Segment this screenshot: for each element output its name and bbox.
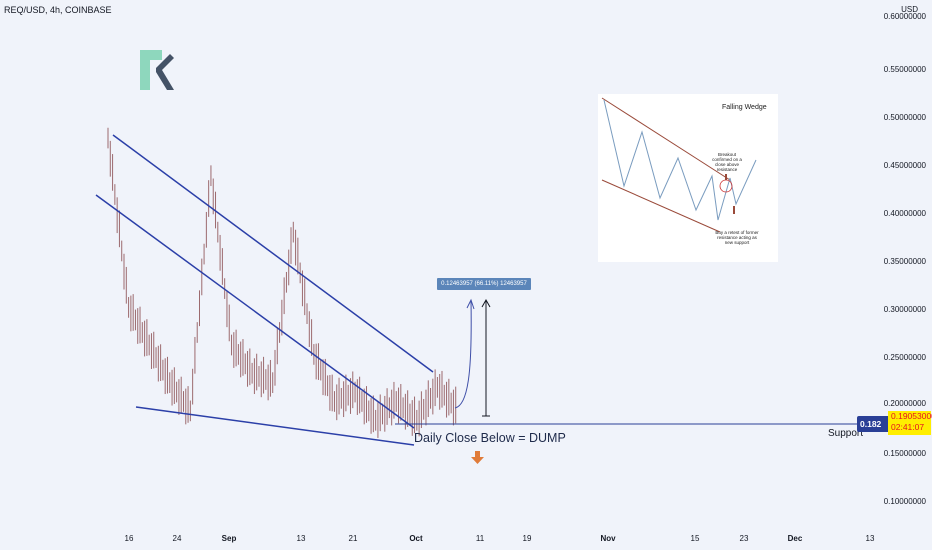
retest-note: Buy a retest of former resistance acting… <box>715 230 759 245</box>
time-tick: 19 <box>522 534 532 543</box>
price-tick: 0.35000000 <box>883 257 926 266</box>
price-tick: 0.45000000 <box>883 161 926 170</box>
wedge-lower-line <box>601 179 721 233</box>
lower-trendline[interactable] <box>135 406 415 446</box>
request-network-logo <box>140 50 174 90</box>
price-tick: 0.55000000 <box>883 65 926 74</box>
breakout-arrow-icon <box>725 174 727 180</box>
price-tick: 0.40000000 <box>883 209 926 218</box>
wedge-trendline[interactable] <box>95 194 415 429</box>
chart-symbol-title: REQ/USD, 4h, COINBASE <box>4 5 112 15</box>
time-tick: Nov <box>600 534 616 543</box>
time-tick: Sep <box>221 534 237 543</box>
price-tick: 0.10000000 <box>883 497 926 506</box>
measure-arrowhead <box>481 298 491 308</box>
last-price-badge: 0.182 <box>857 416 888 432</box>
breakout-note: Breakout confirmed on a close above resi… <box>712 152 742 172</box>
projection-curve <box>454 299 472 409</box>
price-tick: 0.30000000 <box>883 305 926 314</box>
time-tick: 13 <box>296 534 306 543</box>
time-tick: 11 <box>475 534 485 543</box>
candle-series <box>107 127 457 438</box>
bar-countdown: 02:41:07 <box>891 422 925 432</box>
price-tick: 0.50000000 <box>883 113 926 122</box>
support-label[interactable]: Support <box>828 428 864 439</box>
price-tick: 0.15000000 <box>883 449 926 458</box>
price-tick: 0.20000000 <box>883 399 926 408</box>
time-tick: 23 <box>739 534 749 543</box>
wedge-diagram-drawing <box>601 97 757 233</box>
price-tick: 0.60000000 <box>883 12 926 21</box>
time-tick: 24 <box>172 534 182 543</box>
time-tick: 16 <box>124 534 134 543</box>
current-price-badge: 0.19053000 02:41:07 <box>888 411 932 435</box>
retest-arrow-icon <box>733 206 735 214</box>
time-tick: 13 <box>865 534 875 543</box>
inset-title: Falling Wedge <box>722 104 767 111</box>
resistance-trendline[interactable] <box>112 134 434 373</box>
wedge-upper-line <box>601 97 731 181</box>
price-axis-unit: USD <box>901 5 918 14</box>
time-tick: Oct <box>409 534 423 543</box>
time-tick: 21 <box>348 534 358 543</box>
price-tick: 0.25000000 <box>883 353 926 362</box>
dump-annotation[interactable]: Daily Close Below = DUMP <box>414 431 566 445</box>
falling-wedge-diagram: Falling Wedge Breakout confirmed on a cl… <box>598 94 778 262</box>
current-price-value: 0.19053000 <box>891 411 932 421</box>
time-tick: 15 <box>690 534 700 543</box>
time-tick: Dec <box>787 534 803 543</box>
projection-arrowhead <box>466 298 475 310</box>
measure-label[interactable]: 0.12463957 (66.11%) 12463957 <box>437 278 531 290</box>
down-arrow-icon <box>471 451 484 464</box>
